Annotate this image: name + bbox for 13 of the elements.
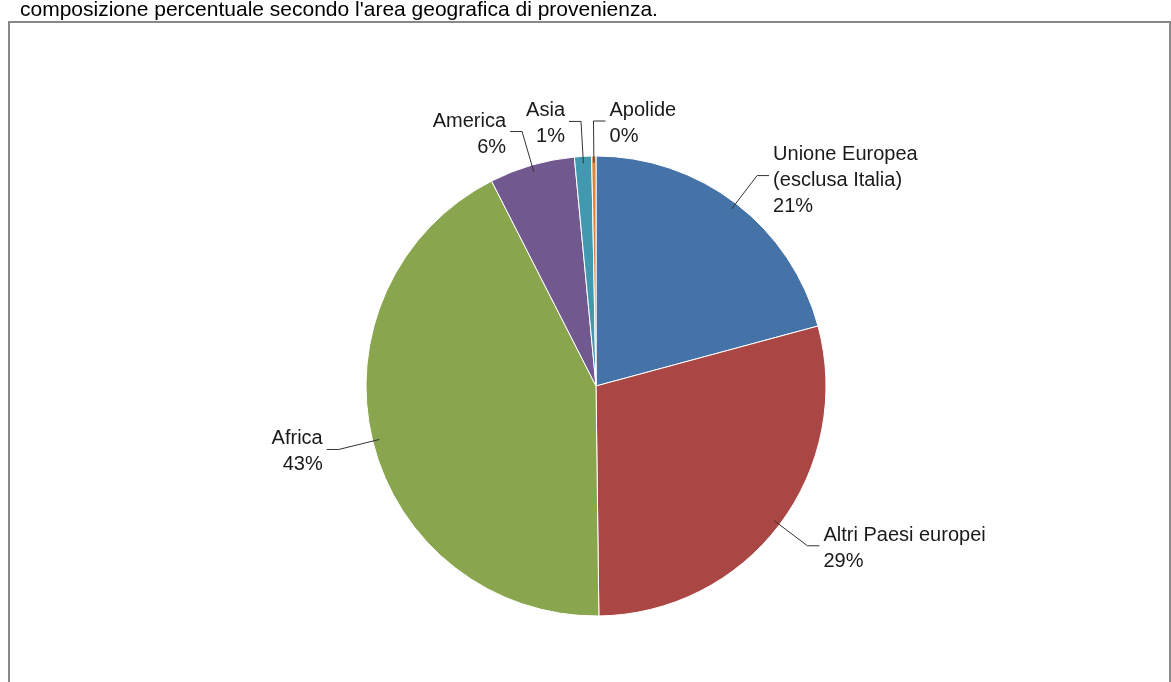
data-label: 1% xyxy=(536,124,566,147)
data-label: 0% xyxy=(609,124,639,147)
slice-label: Unione Europea (esclusa Italia) xyxy=(773,141,919,190)
data-label: 43% xyxy=(282,452,323,475)
slice-label: Apolide xyxy=(609,98,677,121)
slice-label: Africa xyxy=(271,426,324,449)
slice-label: Asia xyxy=(526,98,566,121)
chart-title: composizione percentuale secondo l'area geografica di provenienza. xyxy=(20,0,658,20)
slice-label: America xyxy=(432,108,507,131)
data-label: 29% xyxy=(823,548,864,571)
slice-label: Altri Paesi europei xyxy=(823,522,986,545)
data-label: 6% xyxy=(477,134,507,157)
data-label: 21% xyxy=(773,193,814,216)
